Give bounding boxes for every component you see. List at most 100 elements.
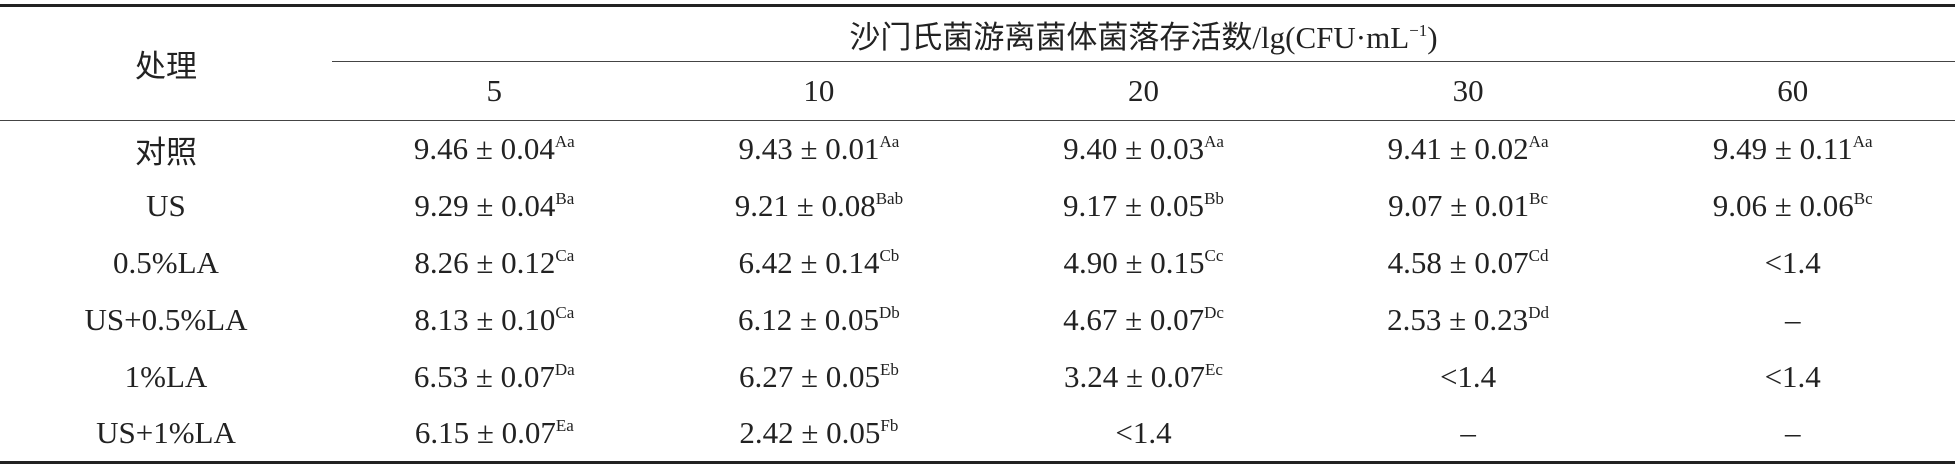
table-cell: 2.42 ± 0.05Fb xyxy=(656,405,982,464)
cell-value: 9.21 ± 0.08 xyxy=(734,188,876,223)
column-header: 5 xyxy=(332,61,657,121)
cell-value: 6.12 ± 0.05 xyxy=(737,302,879,337)
table-row: 对照 9.46 ± 0.04Aa 9.43 ± 0.01Aa 9.40 ± 0.03A… xyxy=(0,121,1955,178)
cell-value: 9.06 ± 0.06 xyxy=(1712,188,1854,223)
table-cell: 9.43 ± 0.01Aa xyxy=(657,121,982,178)
cell-letters: Fb xyxy=(880,416,899,436)
cell-letters: Ec xyxy=(1205,360,1223,379)
cell-letters: Eb xyxy=(879,360,899,379)
header-text: 沙门氏菌游离菌体菌落存活数/lg(CFU·mL xyxy=(849,19,1410,55)
table-cell: <1.4 xyxy=(1306,349,1631,406)
header-text: 处理 xyxy=(135,49,197,84)
table-cell: 6.53 ± 0.07Da xyxy=(332,349,657,406)
row-label: US+1%LA xyxy=(0,405,332,464)
cell-letters: Ca xyxy=(555,303,575,322)
table-header: 处理 沙门氏菌游离菌体菌落存活数/lg(CFU·mL−1) 5 10 20 30 60 xyxy=(0,4,1955,121)
cell-value: 9.29 ± 0.04 xyxy=(414,188,556,223)
table-cell: 8.26 ± 0.12Ca xyxy=(332,235,657,292)
cell-value: 9.17 ± 0.05 xyxy=(1063,188,1205,223)
data-table: 处理 沙门氏菌游离菌体菌落存活数/lg(CFU·mL−1) 5 10 20 30 60 … xyxy=(0,4,1955,464)
row-label-text: US+0.5%LA xyxy=(84,302,248,337)
cell-value: 2.42 ± 0.05 xyxy=(739,415,881,451)
cell-value: 6.15 ± 0.07 xyxy=(414,415,556,451)
cell-letters: Cd xyxy=(1528,246,1549,265)
cell-value: 8.13 ± 0.10 xyxy=(414,302,556,337)
table-cell: 9.07 ± 0.01Bc xyxy=(1306,178,1631,235)
table-row: US+1%LA 6.15 ± 0.07Ea 2.42 ± 0.05Fb <1.4– – xyxy=(0,405,1955,464)
row-label-text: 0.5%LA xyxy=(113,245,219,280)
row-label-text: US+1%LA xyxy=(96,415,236,451)
cell-letters: Aa xyxy=(879,132,900,152)
cell-value: 9.43 ± 0.01 xyxy=(738,131,880,167)
table-cell: 9.06 ± 0.06Bc xyxy=(1630,178,1955,235)
header-row: 处理 沙门氏菌游离菌体菌落存活数/lg(CFU·mL−1) xyxy=(0,4,1955,121)
cell-value: – xyxy=(1784,302,1801,337)
cell-letters: Aa xyxy=(1852,132,1873,152)
row-label: 对照 xyxy=(0,121,332,178)
header-text: 30 xyxy=(1452,73,1484,108)
cell-value: <1.4 xyxy=(1764,245,1821,280)
header-text: 5 xyxy=(486,73,503,108)
table-cell: 6.15 ± 0.07Ea xyxy=(332,405,657,464)
cell-letters: Bb xyxy=(1204,189,1224,208)
table-cell: 9.21 ± 0.08Bab xyxy=(657,178,982,235)
table-cell: 9.46 ± 0.04Aa xyxy=(332,121,657,178)
group-header: 沙门氏菌游离菌体菌落存活数/lg(CFU·mL−1) xyxy=(332,4,1955,62)
table-cell: – xyxy=(1630,292,1955,349)
cell-letters: Dd xyxy=(1528,303,1549,322)
cell-letters: Bc xyxy=(1853,189,1873,208)
table-cell: 3.24 ± 0.07Ec xyxy=(981,349,1306,406)
column-header: 10 xyxy=(656,61,982,121)
table-cell: 6.42 ± 0.14Cb xyxy=(657,235,982,292)
row-label-text: 1%LA xyxy=(124,359,208,394)
cell-letters: Cc xyxy=(1204,246,1224,265)
table-cell: 2.53 ± 0.23Dd xyxy=(1306,292,1631,349)
cell-letters: Aa xyxy=(1204,132,1224,152)
table-cell: 6.27 ± 0.05Eb xyxy=(657,349,982,406)
table-cell: <1.4 xyxy=(1630,349,1955,406)
cell-value: 3.24 ± 0.07 xyxy=(1064,359,1206,394)
row-label-text: 对照 xyxy=(135,134,197,170)
cell-value: <1.4 xyxy=(1439,359,1497,394)
cell-value: <1.4 xyxy=(1115,415,1172,451)
column-header: 30 xyxy=(1305,61,1631,121)
row-label: US+0.5%LA xyxy=(0,292,332,349)
cell-letters: Db xyxy=(879,303,900,322)
table-row: 1%LA 6.53 ± 0.07Da 6.27 ± 0.05Eb 3.24 ± 0.0… xyxy=(0,349,1955,406)
row-label: US xyxy=(0,178,332,235)
cell-letters: Cb xyxy=(879,246,900,265)
table-cell: 4.67 ± 0.07Dc xyxy=(981,292,1306,349)
table-cell: 9.29 ± 0.04Ba xyxy=(332,178,657,235)
cell-letters: Ca xyxy=(555,246,575,265)
table-cell: 8.13 ± 0.10Ca xyxy=(332,292,657,349)
row-label-header: 处理 xyxy=(0,4,332,121)
table-cell: 9.41 ± 0.02Aa xyxy=(1306,121,1631,178)
header-sup: −1 xyxy=(1409,20,1428,40)
table-cell: <1.4 xyxy=(981,405,1306,464)
page: 处理 沙门氏菌游离菌体菌落存活数/lg(CFU·mL−1) 5 10 20 30 60 … xyxy=(0,4,1955,469)
cell-value: 6.27 ± 0.05 xyxy=(738,359,880,394)
cell-letters: Dc xyxy=(1204,303,1224,322)
table-cell: 9.40 ± 0.03Aa xyxy=(981,121,1306,178)
header-text: ) xyxy=(1427,19,1438,55)
table-row: US 9.29 ± 0.04Ba 9.21 ± 0.08Bab 9.17 ± 0.05… xyxy=(0,178,1955,235)
table-cell: 9.17 ± 0.05Bb xyxy=(981,178,1306,235)
cell-value: 4.58 ± 0.07 xyxy=(1387,245,1529,280)
table-cell: 4.58 ± 0.07Cd xyxy=(1306,235,1631,292)
cell-value: 8.26 ± 0.12 xyxy=(414,245,556,280)
column-header: 60 xyxy=(1630,61,1955,121)
cell-value: 2.53 ± 0.23 xyxy=(1387,302,1529,337)
table-body: 对照 9.46 ± 0.04Aa 9.43 ± 0.01Aa 9.40 ± 0.03A… xyxy=(0,121,1955,464)
header-text: 20 xyxy=(1127,73,1159,108)
table-row: 0.5%LA 8.26 ± 0.12Ca 6.42 ± 0.14Cb 4.90 ± 0… xyxy=(0,235,1955,292)
cell-letters: Ba xyxy=(555,189,575,208)
table-cell: 9.49 ± 0.11Aa xyxy=(1630,121,1955,178)
table-row: US+0.5%LA 8.13 ± 0.10Ca 6.12 ± 0.05Db 4.67 … xyxy=(0,292,1955,349)
table-cell: – xyxy=(1630,405,1955,464)
header-text: 60 xyxy=(1777,73,1809,108)
cell-letters: Aa xyxy=(554,132,575,152)
cell-value: – xyxy=(1784,415,1801,451)
cell-letters: Da xyxy=(554,360,575,379)
cell-value: 6.53 ± 0.07 xyxy=(413,359,555,394)
table-cell: <1.4 xyxy=(1630,235,1955,292)
